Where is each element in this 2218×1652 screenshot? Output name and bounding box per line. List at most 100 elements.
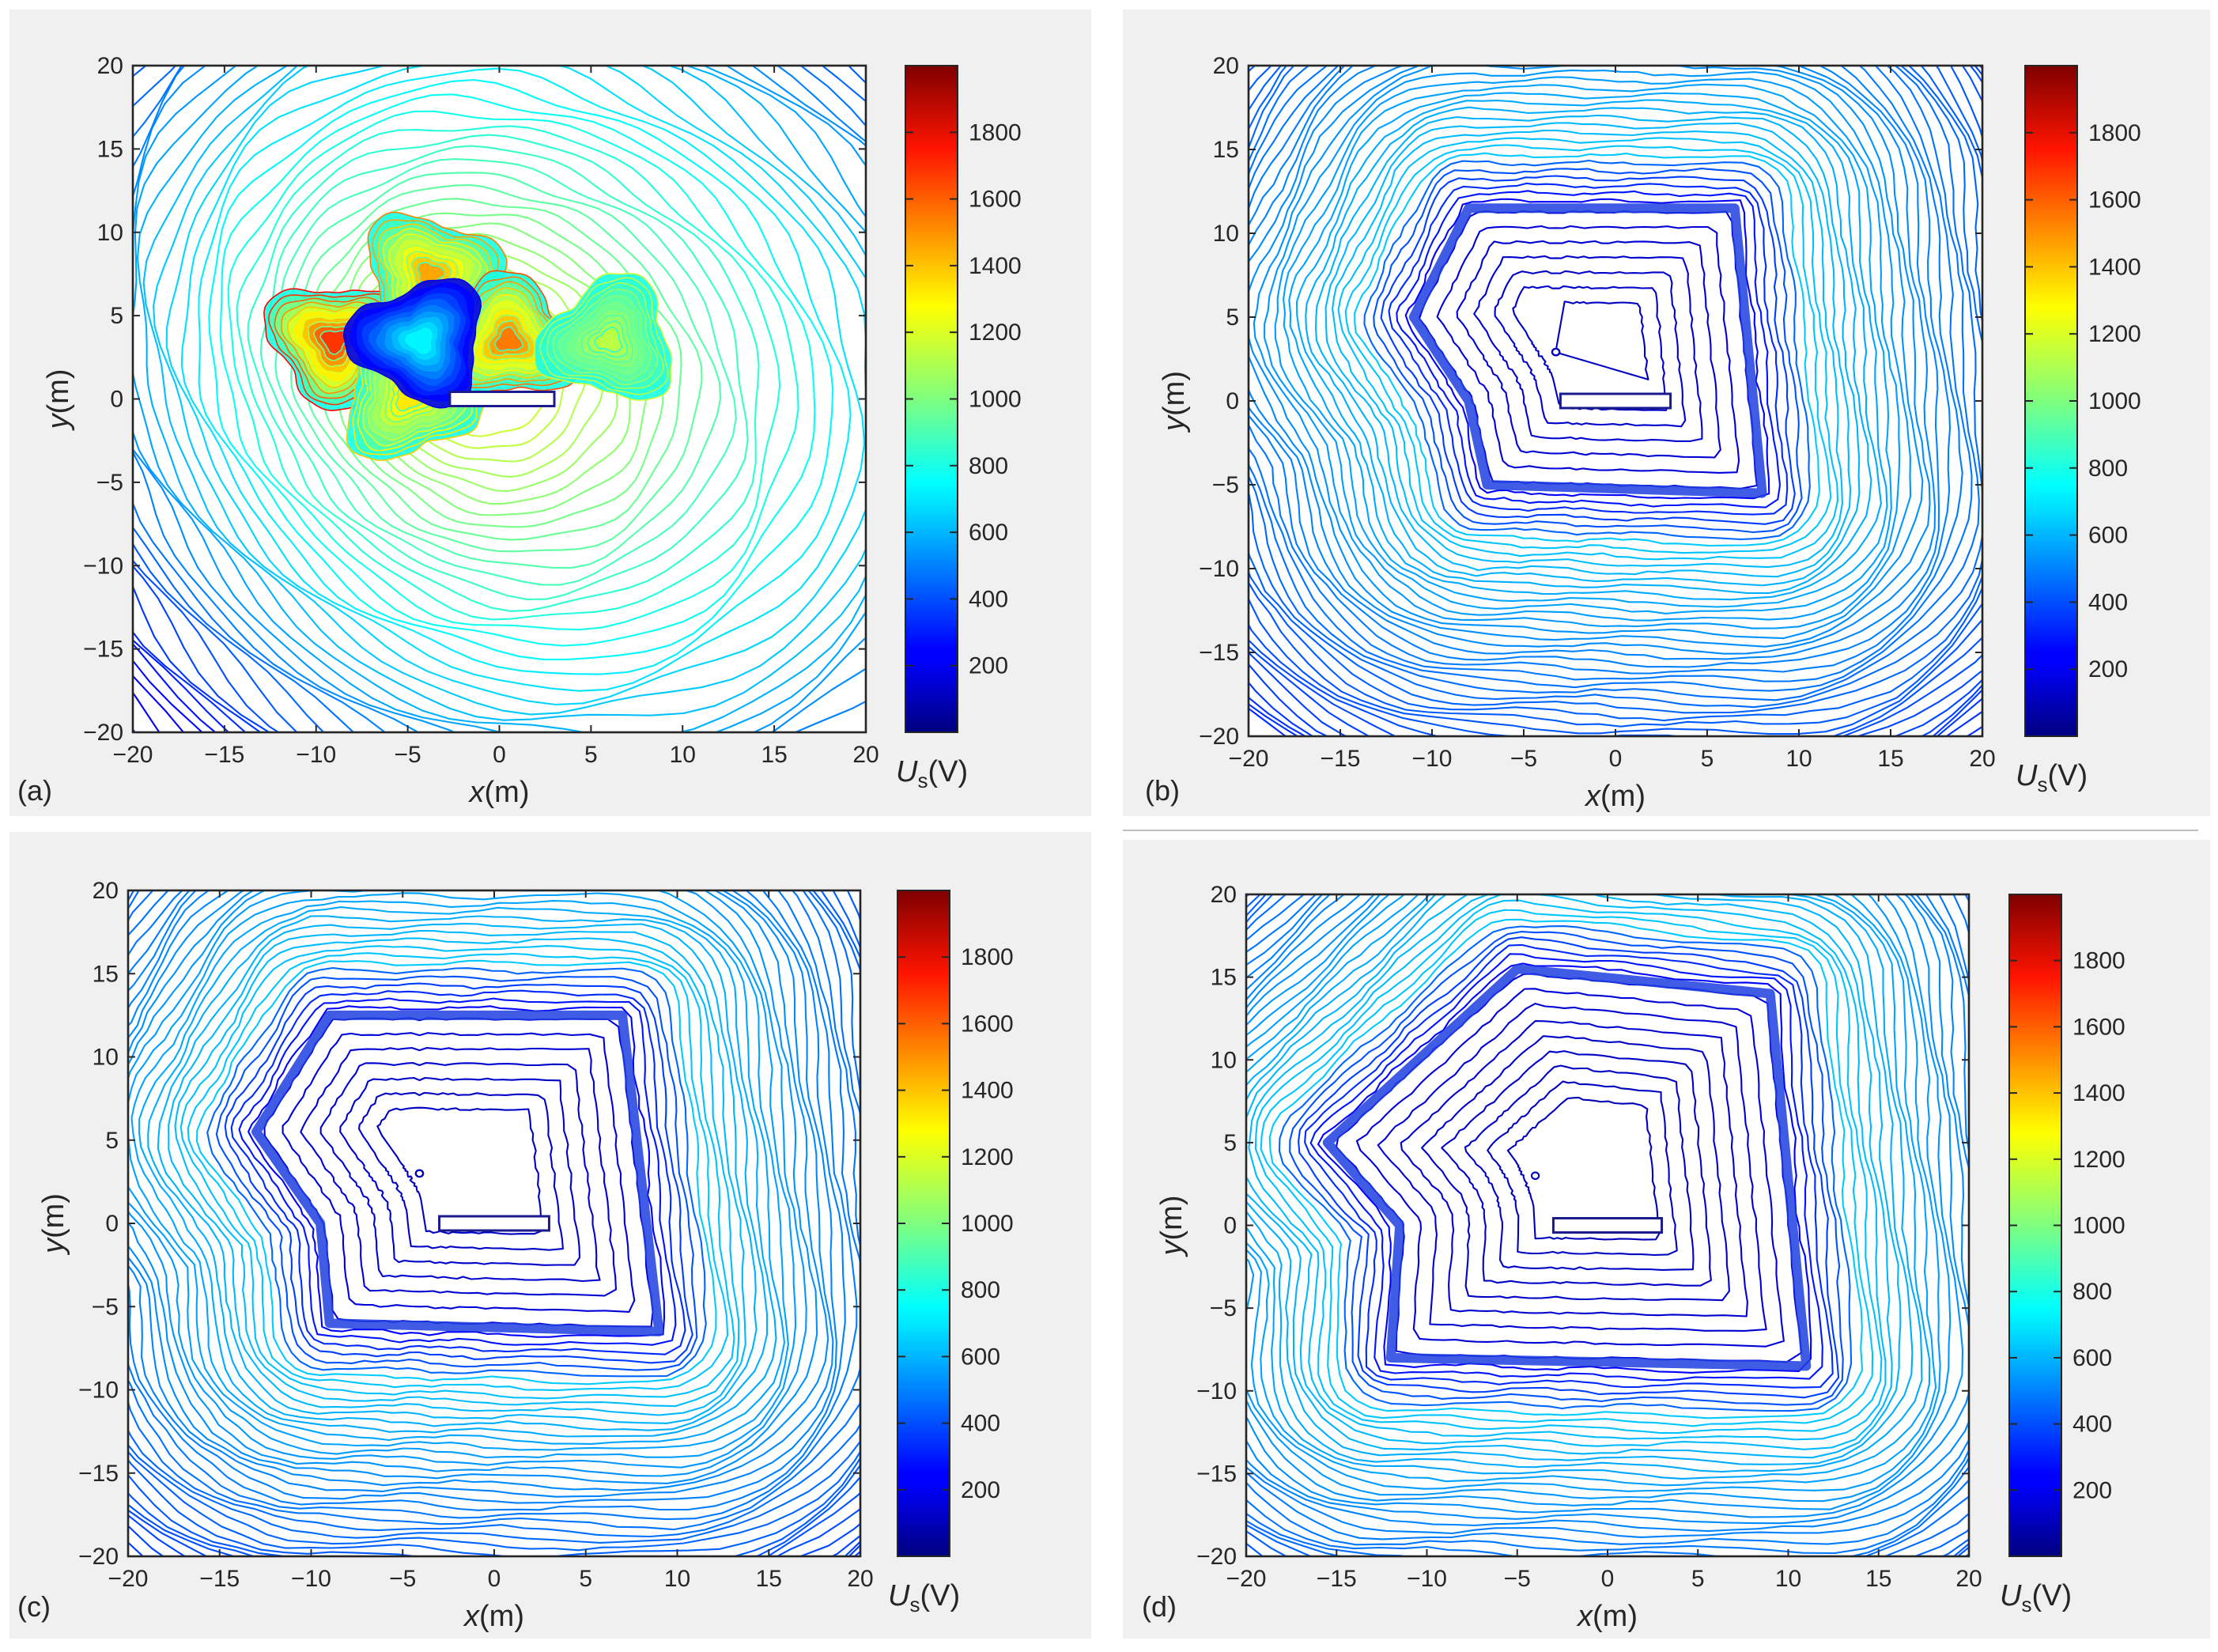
contour-line	[1249, 66, 1963, 675]
electrode	[1551, 1217, 1664, 1234]
x-tick-label: 10	[664, 1566, 690, 1592]
colorbar-tick-label: 800	[2073, 1279, 2112, 1305]
contour-line	[1289, 931, 1844, 1406]
contour-line	[224, 982, 693, 1364]
y-tick-label: 5	[110, 303, 123, 329]
contour-line	[1260, 909, 1874, 1427]
contour-line	[1295, 99, 1882, 601]
x-tick-label: 0	[1609, 746, 1623, 772]
x-tick-label: 10	[1785, 746, 1812, 772]
x-tick-label: −20	[108, 1566, 149, 1592]
contour-line	[128, 890, 860, 1538]
colorbar-tick-label: 1400	[2088, 254, 2141, 280]
y-tick-label: 5	[1223, 1130, 1237, 1156]
colorbar-tick-label: 200	[969, 653, 1008, 679]
colorbar-tick-label: 1000	[969, 387, 1022, 413]
colorbar-tick-label: 400	[969, 586, 1008, 612]
contour-line	[1494, 270, 1687, 428]
colorbar-tick-label: 600	[969, 520, 1008, 546]
colorbar	[905, 66, 958, 732]
y-axis-title: y(m)	[42, 369, 75, 432]
x-tick-label: 0	[488, 1566, 501, 1592]
colorbar-tick-label: 1400	[2073, 1080, 2125, 1106]
x-axis-title: x(m)	[1584, 780, 1646, 813]
colorbar-label: Us(V)	[2000, 1579, 2072, 1616]
panel-b: −20 −15 −10 −5 0 5 10 15 20 20 15 10 5 0 −5 −10 −15 −20 x(…	[1145, 53, 2141, 813]
contour-line	[319, 1062, 601, 1283]
contour-line	[1436, 225, 1740, 474]
panel-label: (d)	[1142, 1590, 1177, 1623]
x-axis-title: x(m)	[463, 1600, 524, 1633]
colorbar-tick-label: 800	[961, 1277, 1000, 1303]
contour-line	[1288, 92, 1888, 608]
colorbar-tick-label: 1600	[2073, 1014, 2125, 1040]
electrode	[448, 391, 556, 407]
y-tick-label: 20	[1213, 53, 1239, 79]
contour-line	[128, 890, 829, 1484]
x-tick-label: −15	[204, 742, 244, 768]
colorbar-tick-label: 1000	[2073, 1213, 2125, 1239]
colorbar-tick-label: 1400	[961, 1078, 1014, 1104]
contour-line	[1246, 894, 1902, 1459]
contour-line	[247, 134, 760, 612]
contour-line	[1249, 66, 1973, 682]
contour-line	[180, 66, 866, 692]
contour-line	[1298, 936, 1840, 1399]
y-tick-label: −5	[96, 470, 123, 496]
x-tick-label: 20	[1969, 746, 1995, 772]
contour-line	[1324, 122, 1852, 578]
contour-line	[1421, 1035, 1730, 1302]
y-tick-label: −5	[1210, 1295, 1237, 1321]
contour-line	[1254, 899, 1883, 1435]
colorbar-tick-label: 800	[2088, 456, 2128, 482]
y-axis-title: y(m)	[1158, 371, 1191, 433]
y-axis-title: y(m)	[1155, 1196, 1188, 1258]
x-tick-label: −15	[199, 1566, 240, 1592]
panel-label: (a)	[17, 774, 52, 807]
contour-line	[1441, 1050, 1712, 1287]
contour-line	[1249, 66, 1982, 701]
colorbar-tick-label: 1800	[2073, 948, 2125, 974]
colorbar-tick-label: 1000	[2088, 388, 2141, 414]
hotspot-level	[405, 327, 433, 354]
contour-line	[128, 890, 860, 1556]
contour-line	[157, 922, 758, 1424]
panel-c: −20 −15 −10 −5 0 5 10 15 20 20 15 10 5 0 −5 −10 −15 −20 x(…	[17, 878, 1014, 1633]
contour-line	[1249, 66, 1982, 722]
contour-line	[128, 890, 807, 1469]
y-tick-label: −20	[78, 1544, 119, 1570]
contour-line	[259, 145, 749, 600]
x-tick-label: −10	[291, 1566, 331, 1592]
x-tick-label: 0	[493, 742, 506, 768]
contour-line	[274, 158, 737, 586]
contour-line	[1278, 925, 1853, 1412]
electrode	[438, 1215, 550, 1232]
x-tick-label: 15	[1865, 1566, 1891, 1592]
contour-line	[1354, 152, 1820, 547]
colorbar-tick-label: 1800	[2088, 120, 2141, 146]
contour-line	[165, 66, 866, 706]
x-tick-label: −15	[1317, 1566, 1357, 1592]
contour-line	[1249, 66, 1982, 735]
contour-line	[174, 937, 740, 1408]
x-tick-label: 15	[761, 742, 787, 768]
y-tick-label: −15	[83, 637, 123, 663]
y-tick-label: 0	[110, 387, 123, 413]
contour-line	[1274, 76, 1901, 622]
contour-line	[206, 966, 707, 1378]
x-tick-label: −20	[1226, 1566, 1267, 1592]
y-tick-label: −10	[83, 553, 123, 579]
contour-line	[1249, 66, 1952, 668]
contour-line	[300, 1047, 618, 1297]
contour-line	[1249, 66, 1931, 648]
contour-line	[1246, 894, 1969, 1525]
y-tick-label: −20	[1199, 724, 1239, 750]
contour-line	[128, 890, 860, 1544]
contour-line	[1249, 66, 1940, 660]
contour-line	[136, 66, 866, 732]
contour-line	[1264, 69, 1912, 629]
contour-line	[128, 890, 837, 1498]
contour-line	[376, 1106, 545, 1235]
hotspot-level	[594, 326, 623, 353]
